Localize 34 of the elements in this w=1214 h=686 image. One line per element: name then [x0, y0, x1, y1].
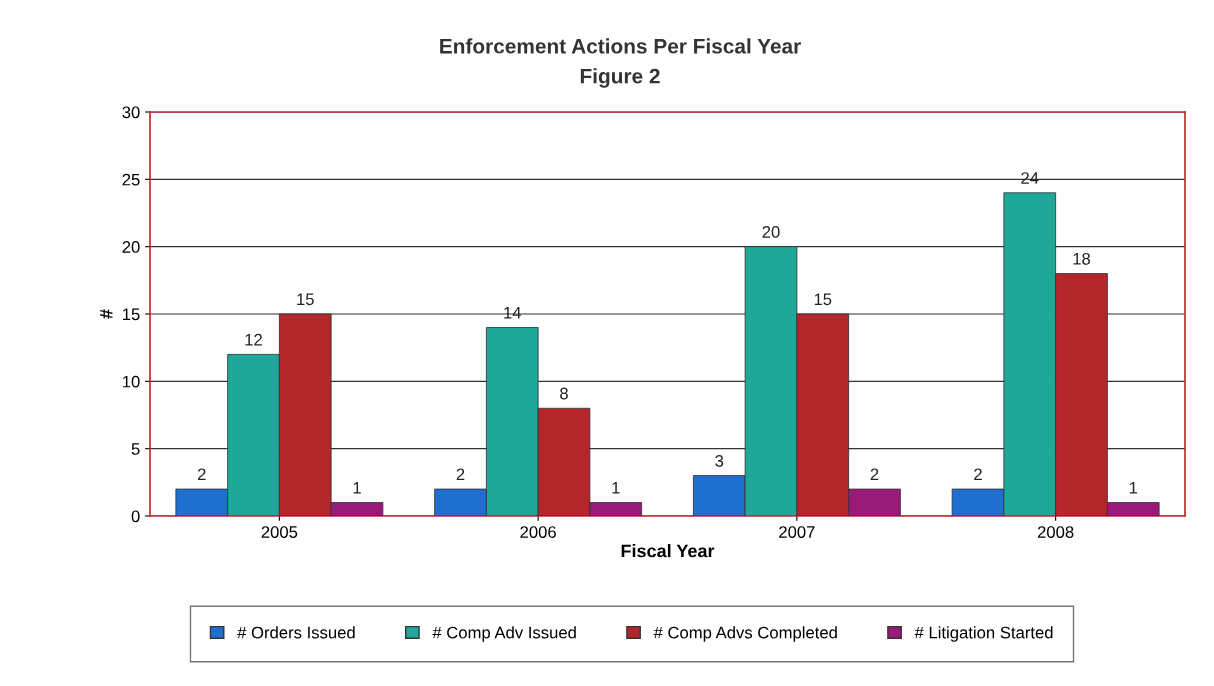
x-tick-label: 2006 — [520, 526, 556, 538]
y-axis-title: # — [100, 309, 113, 319]
data-label: 15 — [814, 293, 832, 306]
y-tick-label: 0 — [131, 510, 140, 523]
legend-label: # Litigation Started — [914, 626, 1053, 642]
data-label: 1 — [353, 482, 361, 494]
data-label: 3 — [715, 454, 724, 467]
x-axis-title: Fiscal Year — [621, 544, 715, 558]
data-label: 8 — [560, 387, 568, 400]
data-label: 20 — [762, 226, 780, 238]
y-tick-label: 5 — [131, 443, 140, 455]
chart-subtitle: Figure 2 — [580, 68, 660, 88]
data-label: 14 — [504, 306, 522, 319]
x-tick-label: 2005 — [261, 526, 298, 538]
y-tick-label: 30 — [122, 106, 140, 119]
data-label: 1 — [612, 482, 620, 494]
data-label: 2 — [870, 468, 879, 481]
y-tick-label: 15 — [123, 308, 140, 321]
data-label: 2 — [456, 468, 465, 481]
data-label: 2 — [974, 468, 982, 481]
x-tick-label: 2008 — [1037, 526, 1074, 538]
legend-label: # Orders Issued — [237, 626, 355, 639]
data-label: 12 — [245, 333, 262, 346]
data-label: 1 — [1129, 482, 1138, 494]
data-label: 2 — [197, 468, 206, 481]
chart-title: Enforcement Actions Per Fiscal Year — [440, 38, 801, 54]
data-label: 15 — [297, 293, 314, 306]
legend-label: # Comp Adv Issued — [432, 626, 576, 642]
y-tick-label: 20 — [122, 241, 140, 253]
x-tick-label: 2007 — [779, 526, 815, 538]
legend-label: # Comp Advs Completed — [653, 626, 837, 642]
y-tick-label: 10 — [123, 375, 140, 388]
y-tick-label: 25 — [122, 173, 140, 186]
data-label: 18 — [1073, 252, 1091, 265]
